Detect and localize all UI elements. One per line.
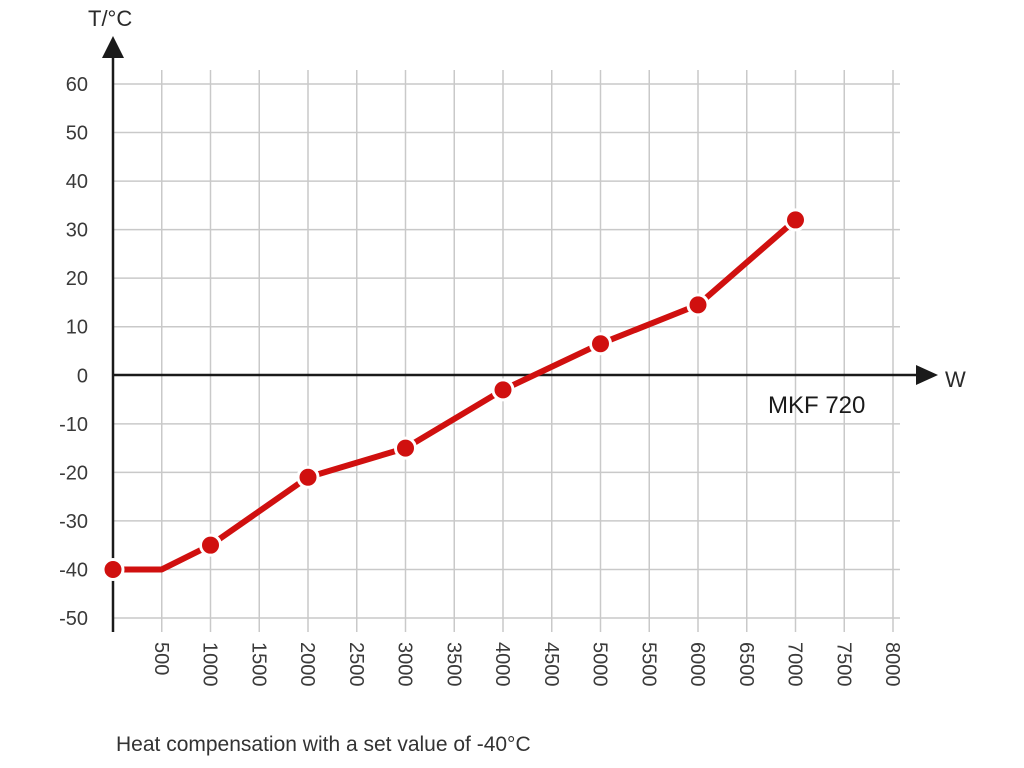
x-tick-label: 1000 <box>199 642 221 687</box>
x-tick-label: 500 <box>150 642 172 675</box>
x-tick-label: 1500 <box>247 642 269 687</box>
y-tick-label: 10 <box>66 317 88 339</box>
data-point <box>101 557 125 581</box>
x-tick-label: 4500 <box>540 642 562 687</box>
y-tick-label: -40 <box>59 559 88 581</box>
y-tick-label: 0 <box>77 365 88 387</box>
x-tick-label: 2500 <box>345 642 367 687</box>
y-axis-arrow <box>102 36 124 58</box>
x-tick-labels: 500 1000 1500 2000 2500 3000 3500 4000 4500 5000 5… <box>150 642 903 687</box>
grid <box>113 70 900 632</box>
data-point <box>686 293 710 317</box>
y-tick-label: 50 <box>66 123 88 145</box>
y-tick-label: 40 <box>66 171 88 193</box>
y-tick-label: 60 <box>66 74 88 96</box>
y-tick-label: -30 <box>59 511 88 533</box>
data-point <box>394 436 417 460</box>
y-tick-labels: 60 50 40 30 20 10 0 -10 -20 -30 -40 -50 <box>59 74 88 630</box>
x-tick-label: 6500 <box>735 642 757 687</box>
data-point <box>784 208 807 232</box>
x-tick-label: 3000 <box>394 642 416 687</box>
y-tick-label: -50 <box>59 608 88 630</box>
y-tick-label: -10 <box>59 414 88 436</box>
x-tick-label: 5500 <box>637 642 659 687</box>
series-label: MKF 720 <box>768 392 865 419</box>
x-tick-label: 4000 <box>491 642 513 687</box>
x-tick-label: 7500 <box>832 642 854 687</box>
data-point <box>589 332 612 356</box>
x-tick-label: 7000 <box>784 642 806 687</box>
x-axis-arrow <box>916 365 938 385</box>
data-point <box>199 533 222 557</box>
x-tick-label: 5000 <box>589 642 611 687</box>
data-point <box>491 378 515 402</box>
y-tick-label: -20 <box>59 462 88 484</box>
y-tick-label: 30 <box>66 220 88 242</box>
x-tick-label: 8000 <box>881 642 903 687</box>
x-tick-label: 6000 <box>686 642 708 687</box>
y-tick-label: 20 <box>66 268 88 290</box>
axes <box>102 36 938 632</box>
y-axis-label: T/°C <box>88 6 132 31</box>
x-tick-label: 2000 <box>296 642 318 687</box>
series <box>101 208 807 581</box>
x-tick-label: 3500 <box>442 642 464 687</box>
chart-caption: Heat compensation with a set value of -4… <box>116 733 531 756</box>
data-point <box>296 465 320 489</box>
x-axis-label: W <box>945 367 966 392</box>
